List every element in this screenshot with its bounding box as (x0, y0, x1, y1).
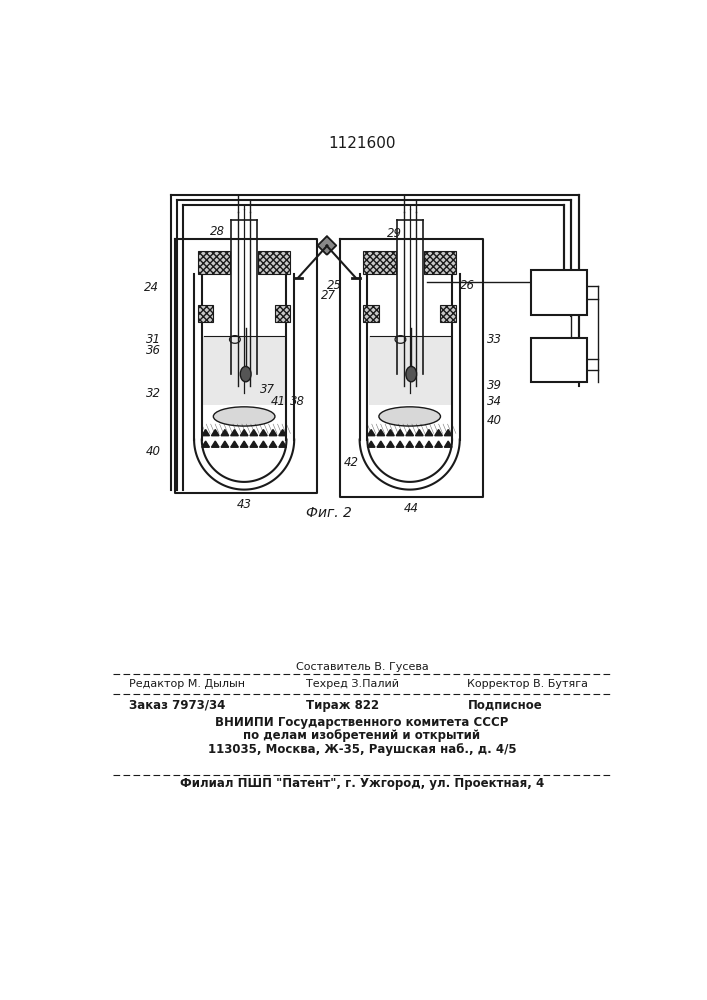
Polygon shape (406, 441, 414, 447)
Text: по делам изобретений и открытий: по делам изобретений и открытий (243, 730, 481, 742)
Ellipse shape (379, 407, 440, 426)
Polygon shape (435, 430, 443, 436)
Text: 35: 35 (550, 285, 568, 299)
Text: 24: 24 (144, 281, 160, 294)
Polygon shape (416, 441, 423, 447)
Text: 30: 30 (550, 353, 568, 367)
Text: 36: 36 (146, 344, 161, 358)
Text: Составитель В. Гусева: Составитель В. Гусева (296, 662, 428, 672)
Text: ВНИИПИ Государственного комитета СССР: ВНИИПИ Государственного комитета СССР (215, 716, 508, 729)
Bar (204, 336, 285, 405)
Text: 35: 35 (554, 284, 569, 297)
Polygon shape (425, 441, 433, 447)
Polygon shape (396, 430, 404, 436)
Text: Филиал ПШП "Патент", г. Ужгород, ул. Проектная, 4: Филиал ПШП "Патент", г. Ужгород, ул. Про… (180, 777, 544, 790)
Text: 44: 44 (404, 502, 419, 515)
Polygon shape (269, 441, 277, 447)
Polygon shape (444, 441, 452, 447)
Polygon shape (279, 430, 286, 436)
Text: 29: 29 (387, 227, 402, 240)
Polygon shape (221, 441, 229, 447)
Polygon shape (221, 430, 229, 436)
Polygon shape (377, 441, 385, 447)
Bar (440, 305, 456, 322)
Polygon shape (201, 441, 209, 447)
Polygon shape (211, 441, 219, 447)
Ellipse shape (406, 366, 416, 382)
Polygon shape (240, 441, 248, 447)
Polygon shape (425, 430, 433, 436)
Polygon shape (230, 430, 238, 436)
Polygon shape (250, 430, 257, 436)
Text: Корректор В. Бутяга: Корректор В. Бутяга (467, 679, 588, 689)
Polygon shape (201, 430, 209, 436)
Bar (363, 305, 379, 322)
Text: Техред З.Палий: Техред З.Палий (305, 679, 399, 689)
Ellipse shape (214, 407, 275, 426)
Text: 38: 38 (291, 395, 305, 408)
Text: Фиг. 2: Фиг. 2 (306, 506, 352, 520)
Polygon shape (387, 430, 395, 436)
Polygon shape (435, 441, 443, 447)
Bar (363, 251, 396, 274)
Polygon shape (377, 430, 385, 436)
Text: 1121600: 1121600 (328, 136, 396, 151)
Polygon shape (211, 430, 219, 436)
Text: 34: 34 (486, 395, 502, 408)
Polygon shape (240, 430, 248, 436)
FancyBboxPatch shape (530, 270, 587, 315)
Polygon shape (269, 430, 277, 436)
Polygon shape (259, 430, 267, 436)
Text: Тираж 822: Тираж 822 (305, 699, 379, 712)
Polygon shape (317, 236, 336, 255)
Text: 113035, Москва, Ж-35, Раушская наб., д. 4/5: 113035, Москва, Ж-35, Раушская наб., д. … (208, 743, 516, 756)
Bar (258, 251, 291, 274)
Polygon shape (250, 441, 257, 447)
Text: 41: 41 (271, 395, 286, 408)
Text: 40: 40 (486, 414, 502, 427)
Bar (423, 251, 456, 274)
Polygon shape (444, 430, 452, 436)
Ellipse shape (240, 366, 251, 382)
Polygon shape (396, 441, 404, 447)
Polygon shape (259, 441, 267, 447)
Text: 37: 37 (259, 383, 274, 396)
Text: 42: 42 (344, 456, 359, 469)
Polygon shape (368, 430, 375, 436)
Text: Редактор М. Дылын: Редактор М. Дылын (129, 679, 245, 689)
Text: Заказ 7973/34: Заказ 7973/34 (129, 699, 225, 712)
Text: 27: 27 (321, 289, 336, 302)
Bar (369, 336, 450, 405)
Polygon shape (416, 430, 423, 436)
Bar (198, 305, 214, 322)
Text: 28: 28 (209, 225, 225, 238)
Text: 32: 32 (146, 387, 161, 400)
Polygon shape (387, 441, 395, 447)
Polygon shape (279, 441, 286, 447)
Polygon shape (230, 441, 238, 447)
Text: 30: 30 (554, 351, 569, 364)
Text: 39: 39 (486, 379, 502, 392)
Polygon shape (368, 441, 375, 447)
Bar (198, 251, 230, 274)
Polygon shape (318, 236, 337, 255)
FancyBboxPatch shape (530, 338, 587, 382)
Text: 40: 40 (146, 445, 161, 458)
Text: 25: 25 (327, 279, 342, 292)
Text: 33: 33 (486, 333, 502, 346)
Text: Подписное: Подписное (467, 699, 542, 712)
Polygon shape (406, 430, 414, 436)
Bar (275, 305, 291, 322)
Text: 43: 43 (236, 498, 252, 512)
Text: 31: 31 (146, 333, 161, 346)
Text: 26: 26 (460, 279, 474, 292)
